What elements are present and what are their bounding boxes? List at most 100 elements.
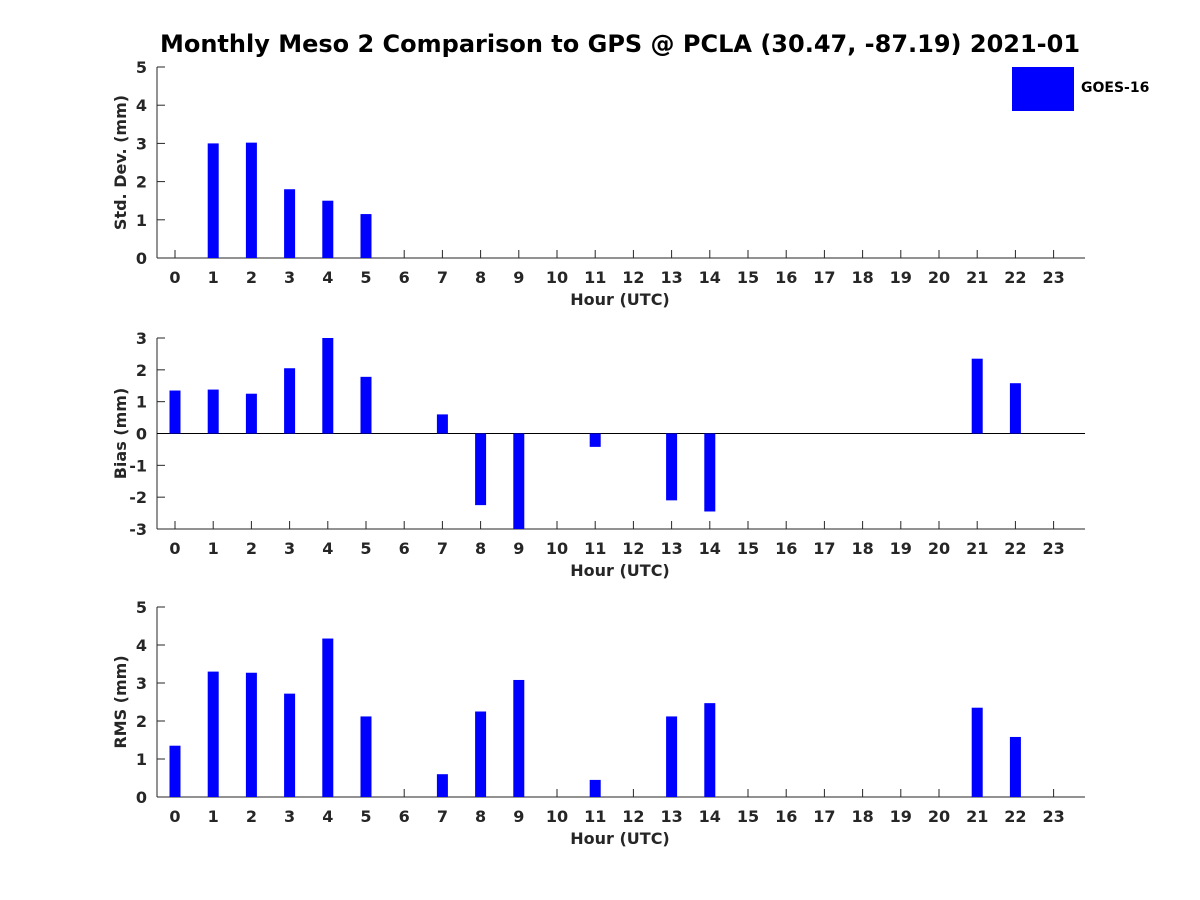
bar-hour-4 <box>322 338 334 434</box>
legend-label: GOES-16 <box>1081 80 1150 96</box>
bar-hour-13 <box>666 433 678 501</box>
y-tick-label: -3 <box>129 520 147 539</box>
x-tick-label: 5 <box>360 807 371 826</box>
x-tick-label: 0 <box>169 268 180 287</box>
bar-hour-3 <box>284 368 296 434</box>
x-tick-label: 15 <box>737 807 759 826</box>
y-tick-label: 0 <box>136 425 147 444</box>
bar-hour-8 <box>475 433 487 506</box>
y-tick-label: 1 <box>136 211 147 230</box>
x-tick-label: 7 <box>437 539 448 558</box>
x-tick-label: 15 <box>737 539 759 558</box>
x-tick-label: 23 <box>1042 539 1064 558</box>
x-tick-label: 18 <box>851 268 873 287</box>
bar-hour-5 <box>360 716 372 797</box>
x-tick-label: 13 <box>660 268 682 287</box>
y-tick-label: 2 <box>136 361 147 380</box>
x-tick-label: 3 <box>284 268 295 287</box>
x-tick-label: 21 <box>966 268 988 287</box>
x-tick-label: 9 <box>513 539 524 558</box>
y-tick-label: 3 <box>136 674 147 693</box>
x-tick-label: 0 <box>169 539 180 558</box>
y-tick-label: 3 <box>136 134 147 153</box>
x-tick-label: 6 <box>399 539 410 558</box>
y-tick-label: 5 <box>136 58 147 77</box>
x-tick-label: 2 <box>246 539 257 558</box>
x-tick-label: 11 <box>584 807 606 826</box>
bar-hour-21 <box>971 358 983 434</box>
x-axis-label: Hour (UTC) <box>570 829 670 848</box>
x-tick-label: 12 <box>622 268 644 287</box>
x-tick-label: 10 <box>546 268 568 287</box>
bar-hour-7 <box>436 414 448 434</box>
x-tick-label: 19 <box>890 268 912 287</box>
bar-hour-2 <box>245 142 257 258</box>
x-tick-label: 0 <box>169 807 180 826</box>
bar-hour-3 <box>284 693 296 797</box>
bar-hour-4 <box>322 200 334 258</box>
bar-hour-2 <box>245 672 257 797</box>
x-tick-label: 22 <box>1004 268 1026 287</box>
x-tick-label: 14 <box>699 807 721 826</box>
x-tick-label: 8 <box>475 539 486 558</box>
x-tick-label: 6 <box>399 807 410 826</box>
bar-hour-4 <box>322 638 334 797</box>
bar-hour-7 <box>436 774 448 797</box>
x-tick-label: 20 <box>928 539 950 558</box>
x-tick-label: 23 <box>1042 268 1064 287</box>
bar-hour-14 <box>704 433 716 512</box>
x-tick-label: 7 <box>437 807 448 826</box>
bar-hour-22 <box>1009 736 1021 797</box>
bar-hour-14 <box>704 703 716 797</box>
x-tick-label: 4 <box>322 539 333 558</box>
x-tick-label: 12 <box>622 807 644 826</box>
x-tick-label: 20 <box>928 807 950 826</box>
x-tick-label: 11 <box>584 268 606 287</box>
bar-hour-9 <box>513 433 525 529</box>
x-tick-label: 19 <box>890 539 912 558</box>
x-tick-label: 13 <box>660 539 682 558</box>
y-tick-label: 4 <box>136 636 147 655</box>
y-tick-label: 3 <box>136 329 147 348</box>
x-tick-label: 5 <box>360 539 371 558</box>
y-tick-label: 5 <box>136 598 147 617</box>
x-tick-label: 4 <box>322 807 333 826</box>
bar-hour-21 <box>971 707 983 797</box>
x-tick-label: 9 <box>513 268 524 287</box>
x-tick-label: 7 <box>437 268 448 287</box>
y-tick-label: 4 <box>136 96 147 115</box>
x-tick-label: 4 <box>322 268 333 287</box>
x-tick-label: 3 <box>284 807 295 826</box>
x-axis-label: Hour (UTC) <box>570 561 670 580</box>
bar-hour-5 <box>360 376 372 434</box>
x-tick-label: 21 <box>966 807 988 826</box>
x-tick-label: 14 <box>699 268 721 287</box>
x-tick-label: 16 <box>775 539 797 558</box>
x-tick-label: 2 <box>246 807 257 826</box>
x-tick-label: 10 <box>546 539 568 558</box>
x-tick-label: 9 <box>513 807 524 826</box>
y-tick-label: 2 <box>136 173 147 192</box>
x-tick-label: 1 <box>208 807 219 826</box>
x-tick-label: 18 <box>851 539 873 558</box>
x-tick-label: 1 <box>208 539 219 558</box>
y-tick-label: 1 <box>136 393 147 412</box>
y-tick-label: 1 <box>136 750 147 769</box>
chart-title: Monthly Meso 2 Comparison to GPS @ PCLA … <box>159 30 1081 58</box>
bar-hour-8 <box>475 711 487 797</box>
x-tick-label: 1 <box>208 268 219 287</box>
bar-hour-11 <box>589 779 601 797</box>
y-tick-label: 0 <box>136 788 147 807</box>
x-tick-label: 12 <box>622 539 644 558</box>
y-axis-label: Std. Dev. (mm) <box>111 95 130 230</box>
bar-hour-13 <box>666 716 678 797</box>
y-axis-label: Bias (mm) <box>111 388 130 480</box>
x-tick-label: 8 <box>475 807 486 826</box>
x-tick-label: 23 <box>1042 807 1064 826</box>
x-tick-label: 14 <box>699 539 721 558</box>
bar-hour-2 <box>245 393 257 434</box>
